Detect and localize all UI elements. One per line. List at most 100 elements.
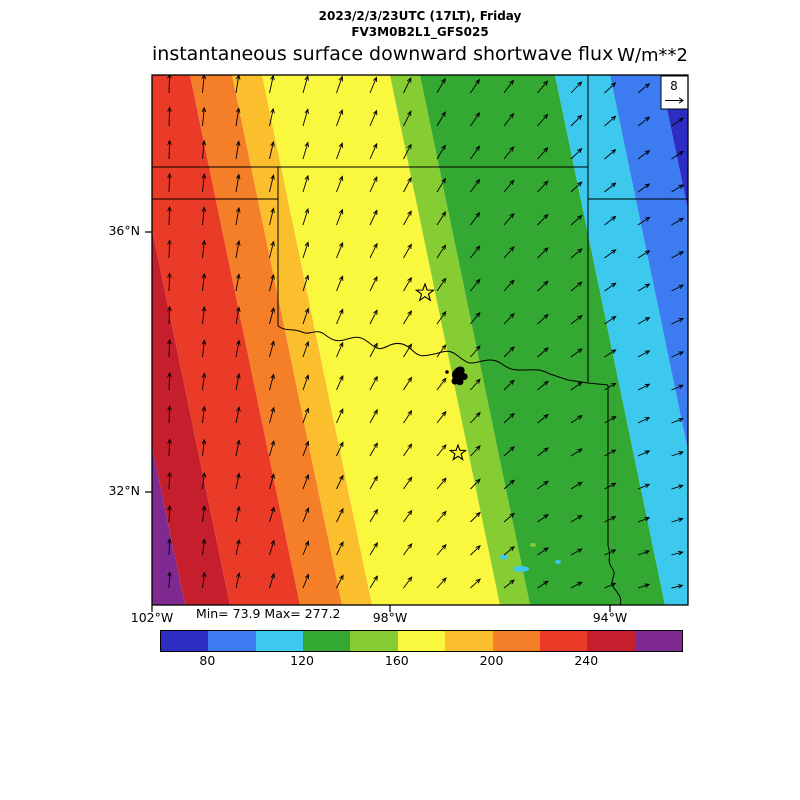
wind-arrow bbox=[369, 541, 378, 556]
wind-arrow bbox=[671, 184, 685, 193]
ref-vector-arrow bbox=[665, 97, 684, 104]
wind-arrow bbox=[537, 280, 549, 292]
units-label: W/m**2 bbox=[617, 45, 688, 66]
wind-arrow bbox=[436, 543, 447, 556]
wind-arrow bbox=[167, 272, 172, 292]
wind-arrow bbox=[604, 382, 617, 391]
wind-arrow bbox=[167, 305, 172, 325]
wind-arrow bbox=[570, 581, 583, 589]
wind-arrow bbox=[302, 440, 310, 457]
wind-arrow bbox=[570, 281, 583, 292]
wind-arrow bbox=[235, 572, 241, 589]
wind-arrow bbox=[201, 106, 207, 127]
wind-arrow bbox=[503, 512, 515, 523]
wind-arrow bbox=[235, 173, 241, 193]
wind-arrow bbox=[235, 240, 241, 259]
colorbar-segment bbox=[539, 631, 588, 651]
wind-arrow bbox=[302, 307, 310, 325]
wind-arrow bbox=[436, 111, 446, 127]
wind-arrow bbox=[470, 411, 481, 424]
lat-tick-label: 32°N bbox=[108, 483, 140, 498]
city-marker-layer bbox=[414, 282, 468, 461]
wind-arrow bbox=[671, 351, 685, 358]
wind-arrow bbox=[167, 205, 172, 226]
reference-vector-box: 8 bbox=[660, 75, 689, 110]
wind-vector-layer bbox=[167, 75, 685, 589]
wind-arrow bbox=[671, 217, 685, 226]
wind-arrow bbox=[269, 439, 275, 457]
wind-arrow bbox=[302, 507, 310, 523]
colorbar-segment bbox=[445, 631, 493, 651]
flux-band bbox=[420, 75, 665, 605]
wind-arrow bbox=[637, 316, 651, 325]
wind-arrow bbox=[470, 278, 481, 292]
wind-arrow bbox=[503, 246, 515, 259]
wind-arrow bbox=[369, 475, 378, 490]
wind-arrow bbox=[503, 146, 515, 160]
colorbar-segment bbox=[587, 631, 635, 651]
wind-arrow bbox=[671, 284, 685, 292]
wind-arrow bbox=[537, 580, 549, 589]
wind-arrow bbox=[470, 211, 481, 226]
wind-arrow bbox=[637, 116, 651, 127]
wind-arrow bbox=[201, 571, 207, 589]
wind-arrow bbox=[470, 245, 481, 259]
wind-arrow bbox=[436, 477, 447, 490]
wind-arrow bbox=[403, 210, 412, 226]
wind-arrow bbox=[604, 582, 617, 589]
wind-arrow bbox=[167, 75, 172, 94]
state-border bbox=[607, 545, 622, 605]
wind-arrow bbox=[503, 412, 515, 424]
wind-arrow bbox=[235, 206, 241, 226]
wind-arrow bbox=[403, 509, 413, 523]
star-marker bbox=[448, 443, 468, 461]
wind-arrow bbox=[403, 276, 412, 292]
wind-arrow bbox=[570, 448, 583, 457]
wind-arrow bbox=[436, 344, 447, 358]
lon-tick-label: 98°W bbox=[372, 610, 408, 625]
wind-arrow bbox=[671, 251, 685, 259]
wind-arrow bbox=[537, 113, 549, 127]
wind-arrow bbox=[503, 179, 515, 193]
wind-arrow bbox=[235, 472, 241, 490]
wind-arrow bbox=[570, 314, 583, 325]
wind-arrow bbox=[235, 140, 241, 160]
wind-arrow bbox=[604, 549, 617, 556]
wind-arrow bbox=[637, 417, 651, 424]
wind-arrow bbox=[604, 249, 617, 259]
wind-arrow bbox=[637, 83, 651, 94]
wind-arrow bbox=[537, 313, 549, 325]
wind-arrow bbox=[570, 515, 583, 523]
colorbar-tick-label: 240 bbox=[574, 653, 599, 668]
wind-arrow bbox=[537, 380, 549, 391]
wind-arrow bbox=[235, 505, 241, 523]
wind-arrow bbox=[604, 315, 617, 325]
wind-arrow bbox=[302, 573, 310, 589]
wind-arrow bbox=[637, 183, 651, 193]
wind-arrow bbox=[302, 340, 310, 358]
wind-arrow bbox=[336, 308, 344, 325]
wind-arrow bbox=[269, 539, 275, 556]
wind-arrow bbox=[403, 409, 413, 424]
wind-arrow bbox=[503, 379, 515, 391]
wind-arrow bbox=[671, 484, 684, 490]
state-border-layer bbox=[152, 75, 688, 605]
wind-arrow bbox=[167, 372, 172, 391]
wind-arrow bbox=[269, 307, 275, 325]
flux-spot bbox=[513, 566, 529, 572]
wind-arrow bbox=[269, 340, 275, 358]
wind-arrow bbox=[637, 216, 651, 226]
flux-band-layer bbox=[152, 75, 688, 605]
wind-arrow bbox=[671, 384, 685, 391]
colorbar-tick-label: 120 bbox=[290, 653, 315, 668]
wind-arrow bbox=[537, 247, 549, 259]
colorbar-segment bbox=[492, 631, 540, 651]
wind-arrow bbox=[637, 550, 651, 556]
star-marker bbox=[414, 282, 436, 302]
colorbar-segment bbox=[255, 631, 304, 651]
wind-arrow bbox=[570, 248, 583, 259]
wind-arrow bbox=[336, 108, 344, 127]
wind-arrow bbox=[403, 110, 412, 127]
datetime-line: 2023/2/3/23UTC (17LT), Friday bbox=[318, 9, 522, 23]
wind-arrow bbox=[436, 77, 446, 94]
